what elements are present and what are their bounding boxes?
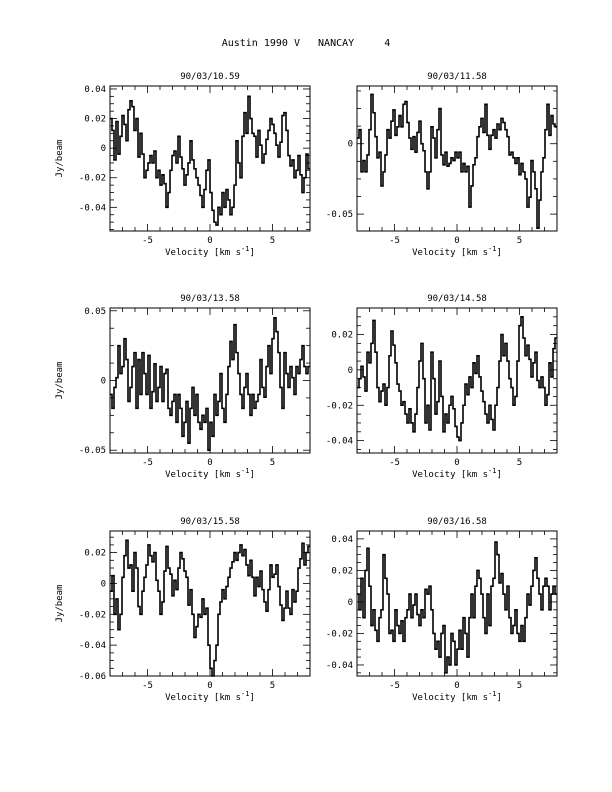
y-tick-label: 0 xyxy=(101,579,106,589)
x-tick-label: -5 xyxy=(142,236,153,246)
y-tick-label: 0.02 xyxy=(331,331,353,341)
x-tick-label: -5 xyxy=(142,458,153,468)
panel-title: 90/03/14.58 xyxy=(427,294,487,304)
y-tick-label: 0.02 xyxy=(331,566,353,576)
y-axis-label: Jy/beam xyxy=(55,362,65,400)
y-axis-label: Jy/beam xyxy=(55,585,65,623)
x-tick-label: -5 xyxy=(142,681,153,691)
y-tick-label: 0 xyxy=(348,140,353,150)
plot-frame xyxy=(109,85,311,232)
y-tick-label: -0.02 xyxy=(326,629,353,639)
spectrum-line xyxy=(110,316,310,452)
y-axis-label: Jy/beam xyxy=(55,140,65,178)
x-tick-label: 0 xyxy=(207,458,212,468)
y-tick-label: -0.04 xyxy=(79,641,106,651)
spectrum-panel-1: -5 0 5 -0.04 -0.02 0 0.02 0.04 90/03/10.59 Veloci… xyxy=(55,72,311,258)
panel-title: 90/03/13.58 xyxy=(180,294,240,304)
spectrum-line xyxy=(357,316,557,442)
x-tick-label: -5 xyxy=(389,236,400,246)
y-tick-label: 0 xyxy=(348,598,353,608)
y-tick-label: -0.02 xyxy=(326,401,353,411)
y-tick-label: -0.05 xyxy=(79,446,106,456)
x-axis-label: Velocity [km s-1] xyxy=(165,245,255,258)
x-axis-label: Velocity [km s-1] xyxy=(412,245,502,258)
x-axis-label: Velocity [km s-1] xyxy=(412,467,502,480)
page-title: Austin 1990 V NANCAY 4 xyxy=(221,38,391,49)
spectrum-line xyxy=(357,93,557,229)
y-tick-label: -0.04 xyxy=(326,437,353,447)
y-tick-label: 0 xyxy=(101,377,106,387)
x-tick-label: 0 xyxy=(454,681,459,691)
y-tick-label: 0 xyxy=(101,144,106,154)
panel-title: 90/03/15.58 xyxy=(180,517,240,527)
y-tick-label: 0.05 xyxy=(84,307,106,317)
x-tick-label: 5 xyxy=(517,458,522,468)
y-tick-label: -0.02 xyxy=(79,610,106,620)
y-tick-label: 0.02 xyxy=(84,549,106,559)
y-tick-label: -0.05 xyxy=(326,210,353,220)
y-tick-label: 0.04 xyxy=(331,535,353,545)
y-tick-label: 0 xyxy=(348,366,353,376)
y-tick-label: -0.04 xyxy=(326,661,353,671)
x-tick-label: 5 xyxy=(270,236,275,246)
spectrum-panel-3: -5 0 5 -0.05 0 0.05 90/03/13.58 Velocity [km s-… xyxy=(55,294,311,480)
y-tick-label: 0.02 xyxy=(84,115,106,125)
x-axis-label: Velocity [km s-1] xyxy=(412,690,502,703)
spectrum-panel-5: -5 0 5 -0.06 -0.04 -0.02 0 0.02 90/03/15.58 Veloc… xyxy=(55,517,311,703)
spectrum-panel-2: -5 0 5 -0.05 0 90/03/11.58 Velocity [km s-1] xyxy=(326,72,558,258)
x-tick-label: 5 xyxy=(270,458,275,468)
spectrum-panel-4: -5 0 5 -0.04 -0.02 0 0.02 90/03/14.58 Velocity [… xyxy=(326,294,558,480)
x-tick-label: 0 xyxy=(207,681,212,691)
spectrum-line xyxy=(357,541,557,674)
y-tick-label: -0.04 xyxy=(79,203,106,213)
x-axis-label: Velocity [km s-1] xyxy=(165,690,255,703)
spectrum-line xyxy=(110,95,310,226)
x-tick-label: -5 xyxy=(389,458,400,468)
x-tick-label: 0 xyxy=(207,236,212,246)
x-tick-label: -5 xyxy=(389,681,400,691)
panel-title: 90/03/16.58 xyxy=(427,517,487,527)
x-axis-label: Velocity [km s-1] xyxy=(165,467,255,480)
x-tick-label: 0 xyxy=(454,458,459,468)
x-tick-label: 5 xyxy=(270,681,275,691)
spectrum-panel-6: -5 0 5 -0.04 -0.02 0 0.02 0.04 90/03/16.58 Veloci… xyxy=(326,517,558,703)
x-tick-label: 0 xyxy=(454,236,459,246)
spectrum-line xyxy=(110,539,310,677)
y-tick-label: 0.04 xyxy=(84,85,106,95)
y-tick-label: -0.02 xyxy=(79,174,106,184)
panel-title: 90/03/10.59 xyxy=(180,72,240,82)
x-tick-label: 5 xyxy=(517,236,522,246)
panel-title: 90/03/11.58 xyxy=(427,72,487,82)
x-tick-label: 5 xyxy=(517,681,522,691)
y-tick-label: -0.06 xyxy=(79,672,106,682)
